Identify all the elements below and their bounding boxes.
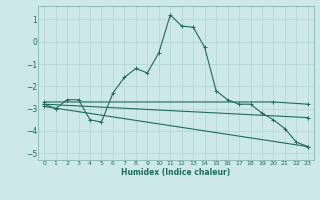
X-axis label: Humidex (Indice chaleur): Humidex (Indice chaleur)	[121, 168, 231, 177]
